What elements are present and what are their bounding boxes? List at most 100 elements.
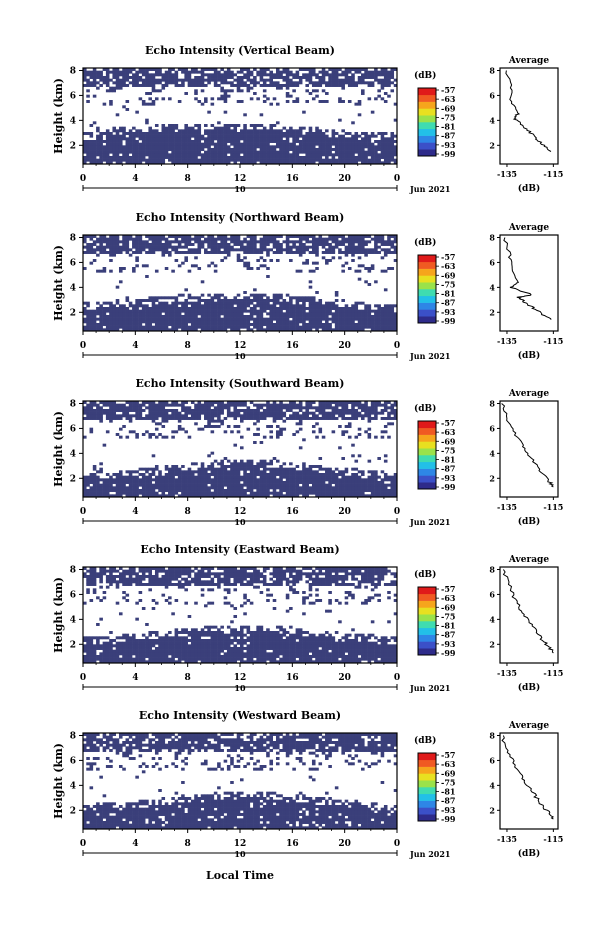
echo-cell [345, 304, 349, 307]
echo-cell [217, 140, 221, 143]
echo-cell [302, 238, 306, 241]
echo-cell [175, 156, 179, 159]
echo-cell [240, 304, 244, 307]
echo-cell [374, 159, 378, 162]
echo-cell [126, 148, 130, 151]
echo-cell [211, 262, 215, 265]
echo-cell [217, 323, 221, 326]
echo-cell [247, 460, 251, 463]
echo-cell [224, 132, 228, 135]
echo-cell [247, 465, 251, 468]
avg-x-label: (dB) [518, 350, 540, 361]
echo-cell [96, 406, 100, 409]
echo-cell [145, 76, 149, 79]
echo-cell [296, 422, 300, 425]
echo-cell [158, 470, 162, 473]
echo-cell [364, 248, 368, 251]
echo-cell [243, 417, 247, 420]
echo-cell [175, 79, 179, 82]
echo-cell [86, 81, 90, 84]
echo-cell [377, 251, 381, 254]
echo-cell [233, 478, 237, 481]
echo-cell [332, 246, 336, 249]
echo-cell [112, 153, 116, 156]
echo-cell [309, 320, 313, 323]
echo-cell [116, 326, 120, 329]
echo-cell [188, 135, 192, 138]
echo-cell [309, 79, 313, 82]
echo-cell [283, 318, 287, 321]
echo-cell [145, 251, 149, 254]
echo-cell [112, 73, 116, 76]
echo-cell [220, 310, 224, 313]
echo-cell [112, 414, 116, 417]
echo-cell [112, 326, 116, 329]
echo-cell [119, 481, 123, 484]
echo-cell [273, 310, 277, 313]
echo-cell [103, 318, 107, 321]
echo-cell [276, 84, 280, 87]
echo-cell [224, 143, 228, 146]
echo-cell [220, 243, 224, 246]
echo-cell [207, 302, 211, 305]
echo-cell [181, 71, 185, 74]
echo-cell [273, 409, 277, 412]
echo-cell [319, 148, 323, 151]
echo-cell [322, 246, 326, 249]
echo-cell [152, 492, 156, 495]
echo-cell [227, 323, 231, 326]
echo-cell [197, 478, 201, 481]
echo-cell [243, 124, 247, 127]
echo-cell [106, 238, 110, 241]
echo-cell [243, 251, 247, 254]
echo-cell [109, 159, 113, 162]
echo-cell [175, 404, 179, 407]
echo-cell [217, 320, 221, 323]
echo-cell [302, 486, 306, 489]
echo-cell [243, 489, 247, 492]
echo-cell [332, 318, 336, 321]
echo-cell [269, 307, 273, 310]
echo-cell [152, 243, 156, 246]
echo-cell [266, 151, 270, 154]
echo-cell [116, 312, 120, 315]
echo-cell [142, 318, 146, 321]
echo-cell [207, 159, 211, 162]
echo-cell [263, 412, 267, 415]
echo-cell [132, 270, 136, 273]
echo-cell [214, 468, 218, 471]
echo-cell [201, 462, 205, 465]
echo-cell [247, 478, 251, 481]
echo-cell [361, 79, 365, 82]
echo-cell [328, 153, 332, 156]
echo-cell [207, 251, 211, 254]
echo-cell [345, 76, 349, 79]
echo-cell [338, 79, 342, 82]
echo-cell [201, 312, 205, 315]
echo-cell [247, 318, 251, 321]
echo-cell [233, 310, 237, 313]
echo-cell [214, 318, 218, 321]
echo-cell [224, 484, 228, 487]
echo-cell [358, 264, 362, 267]
echo-cell [338, 145, 342, 148]
echo-cell [230, 124, 234, 127]
echo-cell [201, 243, 205, 246]
echo-cell [155, 465, 159, 468]
echo-cell [358, 100, 362, 103]
echo-cell [211, 129, 215, 132]
echo-cell [129, 254, 133, 257]
echo-cell [207, 81, 211, 84]
echo-cell [341, 159, 345, 162]
echo-cell [145, 137, 149, 140]
echo-cell [283, 248, 287, 251]
echo-cell [273, 81, 277, 84]
echo-cell [224, 71, 228, 74]
echo-cell [354, 103, 358, 106]
echo-cell [135, 240, 139, 243]
echo-cell [116, 492, 120, 495]
echo-cell [335, 291, 339, 294]
echo-cell [214, 304, 218, 307]
echo-cell [168, 307, 172, 310]
echo-cell [315, 248, 319, 251]
